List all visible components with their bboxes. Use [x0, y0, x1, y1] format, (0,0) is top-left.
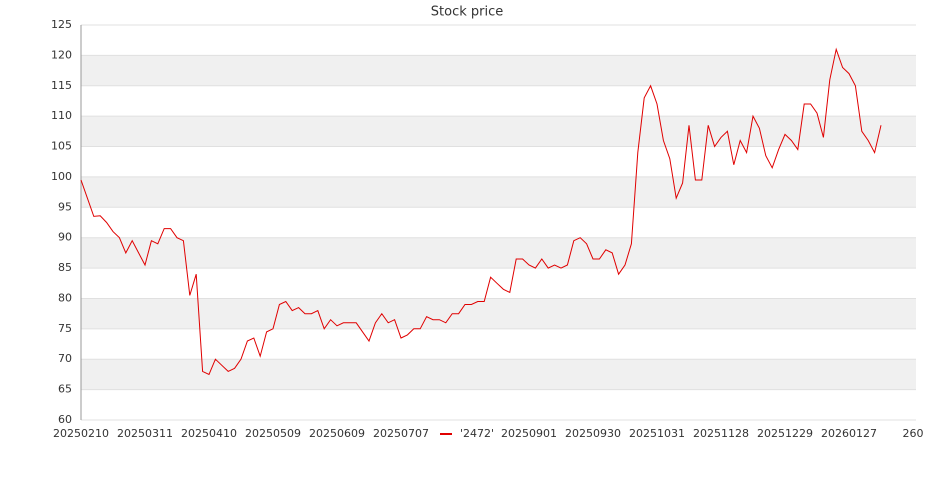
x-tick-label: 20250707 [373, 427, 429, 440]
y-tick-label: 120 [51, 48, 72, 61]
y-tick-label: 65 [58, 383, 72, 396]
grid-band [81, 237, 916, 269]
price-line [80, 47, 882, 376]
y-tick-label: 100 [51, 170, 72, 183]
x-tick-label: 20251128 [693, 427, 749, 440]
x-tick-label: 20250609 [309, 427, 365, 440]
x-tick-label: 20251229 [757, 427, 813, 440]
grid-band [81, 55, 916, 86]
y-tick-label: 60 [58, 413, 72, 426]
y-tick-label: 70 [58, 352, 72, 365]
y-tick-label: 125 [51, 18, 72, 31]
y-tick-label: 80 [58, 291, 72, 304]
x-tick-label: 20260127 [821, 427, 877, 440]
y-tick-label: 110 [51, 109, 72, 122]
chart-title: Stock price [431, 5, 503, 20]
y-tick-label: 115 [51, 79, 72, 92]
x-tick-label: 20250930 [565, 427, 621, 440]
grid-band [81, 359, 916, 390]
legend-label: '2472' [460, 427, 494, 440]
grid-band [81, 176, 916, 208]
x-tick-label: 260 [903, 427, 924, 440]
y-tick-label: 95 [58, 200, 72, 213]
y-tick-label: 75 [58, 322, 72, 335]
grid-band [81, 298, 916, 329]
y-tick-label: 85 [58, 261, 72, 274]
y-tick-label: 90 [58, 231, 72, 244]
grid-band [81, 116, 916, 147]
x-tick-label: 20250311 [117, 427, 173, 440]
x-tick-label: 20250901 [501, 427, 557, 440]
x-tick-label: 20250210 [53, 427, 109, 440]
x-tick-label: 20250509 [245, 427, 301, 440]
y-tick-label: 105 [51, 140, 72, 153]
x-tick-label: 20250410 [181, 427, 237, 440]
x-tick-label: 20251031 [629, 427, 685, 440]
